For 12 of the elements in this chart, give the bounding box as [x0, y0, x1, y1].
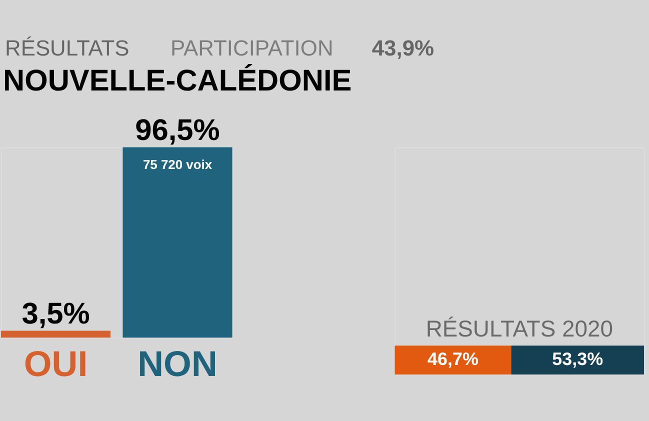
text: 43,9% — [372, 35, 434, 60]
data-label: 3,5% — [22, 298, 90, 331]
annotation: 75 720 voix — [142, 157, 213, 172]
text: PARTICIPATION — [170, 35, 334, 60]
data-label: 46,7% — [428, 349, 478, 370]
data-label: 96,5% — [135, 114, 220, 148]
x-tick-label: OUI — [24, 344, 88, 384]
chart-title: RÉSULTATS 2020 — [426, 316, 613, 342]
chart-title: NOUVELLE-CALÉDONIE — [2, 63, 352, 98]
x-tick-label: NON — [138, 344, 218, 384]
data-label: 53,3% — [552, 349, 604, 370]
text: RÉSULTATS — [4, 35, 130, 60]
